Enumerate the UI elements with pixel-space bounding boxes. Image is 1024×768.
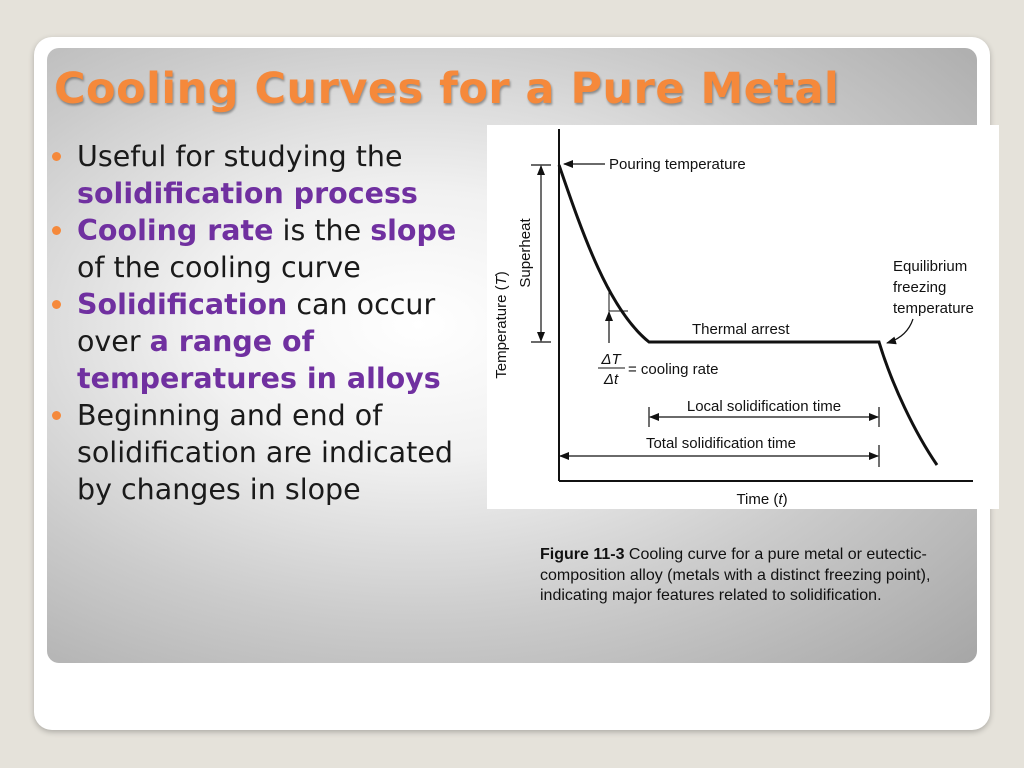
caption-label: Figure 11-3	[540, 546, 625, 563]
bullet-dot-icon	[52, 226, 61, 235]
local-solidification-time-label: Local solidification time	[687, 398, 841, 415]
bullet-text: Useful for studying the	[77, 140, 403, 173]
bullet-dot-icon	[52, 152, 61, 161]
bullet-item: Beginning and end of solidification are …	[48, 397, 478, 508]
y-axis-label-var: T	[493, 274, 510, 285]
pouring-temperature-label: Pouring temperature	[609, 156, 746, 173]
total-time-label-bg	[621, 432, 821, 452]
y-axis-label-main: Temperature (	[493, 285, 510, 378]
slide-title: Cooling Curves for a Pure Metal	[54, 64, 840, 114]
total-solidification-time-label: Total solidification time	[646, 435, 796, 452]
x-axis-label: Time (t)	[736, 491, 787, 508]
x-axis-label-main: Time (	[736, 491, 778, 508]
equilibrium-label-line: Equilibrium	[893, 258, 967, 275]
cooling-curve-diagram: Pouring temperature Superheat Temperatur…	[493, 129, 974, 508]
bullet-item: Cooling rate is the slope of the cooling…	[48, 212, 478, 286]
figure-caption: Figure 11-3 Cooling curve for a pure met…	[540, 545, 970, 607]
local-time-label-bg	[665, 395, 863, 415]
bullet-item: Useful for studying the solidification p…	[48, 138, 478, 212]
bullet-text: Beginning and end of solidification are …	[77, 399, 453, 506]
equilibrium-pointer	[886, 318, 914, 345]
cooling-rate-label: = cooling rate	[628, 361, 718, 378]
caption-text: Cooling curve for a pure metal or eutect…	[540, 546, 931, 604]
thermal-arrest-label: Thermal arrest	[692, 321, 790, 338]
bullet-dot-icon	[52, 300, 61, 309]
cooling-curve-figure: Pouring temperature Superheat Temperatur…	[487, 125, 999, 509]
bullet-highlight-text: Solidification	[77, 288, 288, 321]
delta-T-label: ΔT	[600, 351, 622, 368]
bullet-text: can occur over	[77, 288, 436, 358]
y-axis-label: Temperature (T)	[493, 271, 510, 379]
y-axis-label-end: )	[493, 271, 510, 276]
bullet-highlight-text: slope	[370, 214, 457, 247]
cooling-curve-line	[557, 164, 939, 466]
delta-t-label: Δt	[603, 371, 619, 388]
superheat-label: Superheat	[517, 218, 534, 288]
bullet-text: is the	[273, 214, 371, 247]
equilibrium-label-line: freezing	[893, 279, 946, 296]
equilibrium-label: Equilibrium freezing temperature	[893, 258, 974, 317]
bullet-highlight-text: a range of temperatures in alloys	[77, 325, 441, 395]
bullet-text: of the cooling curve	[77, 251, 361, 284]
x-axis-label-end: )	[783, 491, 788, 508]
bullet-highlight-text: Cooling rate	[77, 214, 274, 247]
bullet-dot-icon	[52, 411, 61, 420]
equilibrium-label-line: temperature	[893, 300, 974, 317]
bullet-list: Useful for studying the solidification p…	[48, 138, 478, 508]
bullet-item: Solidification can occur over a range of…	[48, 286, 478, 397]
x-axis-label-var: t	[778, 491, 783, 508]
bullet-highlight-text: solidification process	[77, 177, 418, 210]
